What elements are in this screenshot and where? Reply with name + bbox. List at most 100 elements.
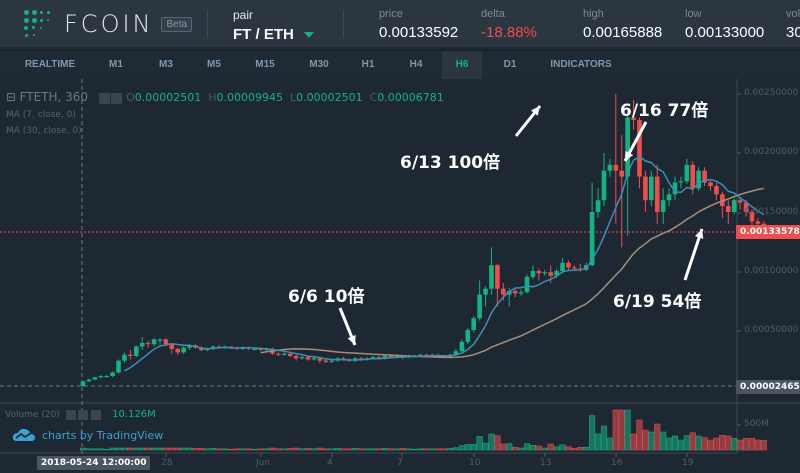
volume-bar	[417, 448, 424, 451]
volume-bar	[121, 447, 128, 451]
volume-bar	[245, 448, 252, 451]
volume-bar	[689, 432, 696, 451]
tab-d1[interactable]: D1	[503, 59, 517, 70]
tab-indicators[interactable]: INDICATORS	[550, 59, 612, 70]
volume-bar	[192, 448, 199, 451]
header-divider	[343, 10, 344, 38]
candle-body	[666, 194, 672, 201]
volume-bar	[198, 448, 205, 451]
volume-bar	[618, 409, 625, 451]
volume-bar	[180, 447, 187, 451]
volume-bar	[660, 431, 667, 451]
volume-bar	[695, 435, 702, 451]
volume-bar	[565, 446, 572, 451]
crosshair-date-tag: 2018-05-24 12:00:00	[37, 456, 151, 470]
open-value: 0.00002501	[134, 91, 202, 104]
volume-bar	[441, 448, 448, 451]
price-axis-label: 0.00050000	[744, 325, 799, 335]
volume-bar	[742, 438, 750, 451]
pair-selector[interactable]: pair FT / ETH	[233, 8, 314, 43]
volume-bar	[589, 415, 596, 451]
candle-body	[672, 182, 678, 195]
candle-body	[323, 360, 329, 362]
volume-bar	[257, 448, 264, 451]
gear-icon[interactable]	[78, 409, 89, 420]
annotation-6-6: 6/6 10倍	[288, 287, 365, 307]
arrow-6-6-head	[347, 335, 356, 345]
tab-h1[interactable]: H1	[361, 59, 375, 70]
candle-body	[625, 117, 630, 177]
volume-bar	[316, 447, 323, 451]
volume-bar	[340, 448, 347, 451]
volume-bar	[677, 439, 684, 451]
candle-body	[678, 181, 684, 183]
volume-bar	[364, 448, 371, 451]
volume-bar	[547, 443, 554, 451]
candle-body	[258, 348, 263, 351]
tab-h4[interactable]: H4	[409, 59, 423, 70]
time-axis-label: 10	[469, 458, 481, 468]
candle-body	[205, 348, 210, 351]
volume-bar	[85, 448, 92, 451]
candle-body	[702, 170, 707, 183]
time-axis-label: 28	[161, 458, 173, 468]
candle-body	[376, 357, 382, 359]
candle-body	[394, 355, 400, 358]
candle-body	[128, 354, 133, 356]
crosshair-price-tag: 0.00002465	[736, 380, 800, 394]
volume-bar	[553, 446, 560, 451]
candle-body	[358, 358, 364, 360]
open-label: O	[126, 91, 135, 104]
tab-m15[interactable]: M15	[255, 59, 275, 70]
volume-bar	[251, 448, 258, 451]
tradingview-cloud-icon	[12, 428, 35, 441]
candle-body	[737, 200, 743, 203]
tradingview-branding[interactable]: charts by TradingView	[12, 428, 163, 442]
candle-body	[86, 379, 92, 382]
close-icon[interactable]	[91, 409, 102, 420]
candle-body	[382, 355, 388, 359]
low-label: L	[289, 91, 297, 104]
candle-body	[518, 292, 524, 294]
gear-icon[interactable]	[110, 92, 122, 104]
header-divider	[207, 10, 208, 38]
candle-body	[530, 271, 536, 277]
volume-bar	[458, 445, 465, 451]
ma7-legend[interactable]: MA (7, close, 0)	[6, 110, 76, 120]
volume-bar	[583, 446, 590, 451]
candle-body	[305, 357, 311, 360]
ma30-legend[interactable]: MA (30, close, 0)	[6, 126, 82, 136]
eye-icon[interactable]	[98, 92, 110, 104]
collapse-icon[interactable]: ⊟	[6, 90, 17, 104]
tab-m30[interactable]: M30	[309, 59, 329, 70]
candle-body	[98, 376, 104, 378]
volume-bar	[393, 448, 400, 451]
candle-body	[708, 182, 713, 187]
price-value: 0.00133592	[379, 24, 459, 41]
tab-h6[interactable]: H6	[442, 51, 482, 79]
caret-down-icon[interactable]	[303, 32, 314, 39]
candle-body	[169, 344, 175, 349]
fcoin-logo[interactable]: FCOIN Beta	[22, 10, 193, 38]
volume-bar	[139, 447, 146, 451]
volume-bar	[222, 448, 229, 451]
candle-body	[317, 358, 323, 361]
candle-body	[329, 360, 334, 362]
candlestick-chart[interactable]	[0, 79, 800, 473]
volume-bar	[352, 448, 359, 451]
eye-icon[interactable]	[65, 409, 76, 420]
volume-bar	[269, 447, 276, 451]
time-axis-label: 4	[327, 458, 333, 468]
tab-m3[interactable]: M3	[159, 59, 173, 70]
tab-m1[interactable]: M1	[109, 59, 123, 70]
price-axis-label: 0.00150000	[744, 207, 799, 217]
volume-bar	[529, 444, 536, 451]
tab-realtime[interactable]: REALTIME	[24, 59, 76, 70]
volume-bar	[381, 448, 388, 451]
volume-bar	[725, 435, 732, 451]
high-label: H	[208, 91, 217, 104]
volume-bar	[506, 443, 513, 451]
delta-value: -18.88%	[481, 24, 537, 41]
tab-m5[interactable]: M5	[207, 59, 221, 70]
high-stat: high 0.00165888	[583, 8, 662, 41]
